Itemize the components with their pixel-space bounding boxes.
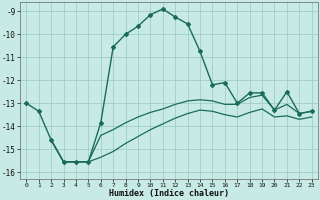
X-axis label: Humidex (Indice chaleur): Humidex (Indice chaleur) bbox=[109, 189, 229, 198]
